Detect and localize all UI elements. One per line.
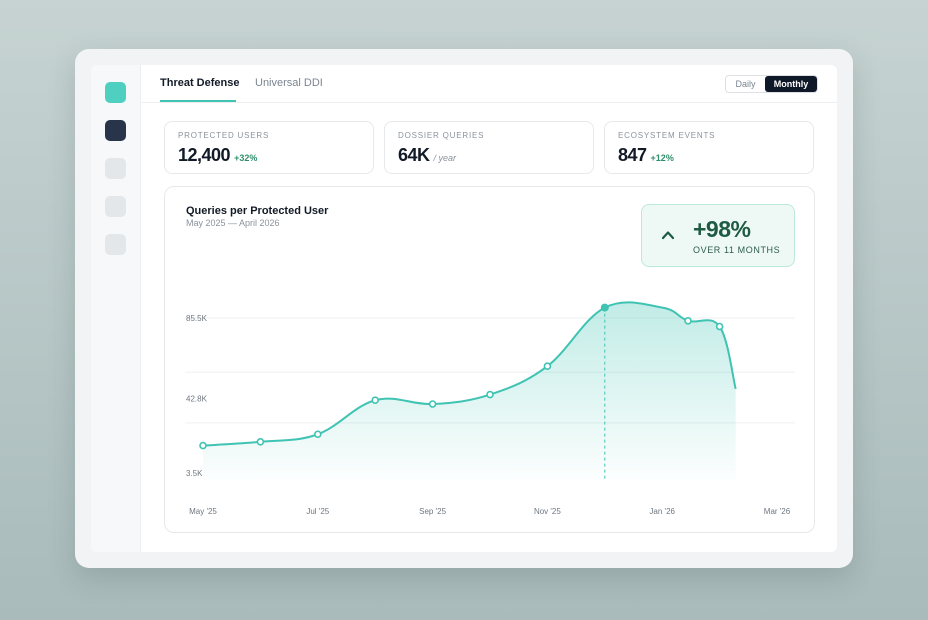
period-toggle: Daily Monthly [725,75,818,93]
stat-unit: / year [433,153,457,163]
stat-delta: +12% [650,153,674,163]
tab-threat-defense[interactable]: Threat Defense [160,77,240,89]
chart-subtitle: May 2025 — April 2026 [186,218,280,228]
x-tick-label: Jul '25 [306,507,329,516]
data-point[interactable] [684,317,692,325]
growth-badge: +98% OVER 11 MONTHS [641,204,795,267]
queries-chart: 85.5K 42.8K 3.5K May '25 Jul '25 Sep '25 Nov … [185,301,795,516]
stat-label: PROTECTED USERS [178,131,270,140]
stat-value: 12,400 +32% [178,145,257,166]
sidebar-item-2[interactable] [105,120,126,141]
stat-delta: +32% [234,153,258,163]
series-area [203,302,736,479]
data-point[interactable] [543,362,552,371]
data-point[interactable] [314,430,322,439]
monthly-button[interactable]: Monthly [765,76,817,92]
stat-label: ECOSYSTEM EVENTS [618,131,716,140]
data-point[interactable] [256,438,265,446]
x-tick-label: May '25 [189,507,217,516]
stat-card-protected-users: PROTECTED USERS 12,400 +32% [164,121,374,174]
sidebar-item-4[interactable] [105,196,126,217]
growth-caption: OVER 11 MONTHS [693,245,781,255]
chevron-up-icon [661,231,675,240]
active-tab-indicator [160,100,236,102]
sidebar-item-5[interactable] [105,234,126,255]
stat-number: 12,400 [178,145,231,165]
data-point[interactable] [371,396,379,405]
stat-card-dossier-queries: DOSSIER QUERIES 64K / year [384,121,594,174]
sidebar-item-1[interactable] [105,82,126,103]
data-point[interactable] [600,303,609,312]
stat-label: DOSSIER QUERIES [398,131,485,140]
stat-value: 847 +12% [618,145,674,166]
y-tick-label: 85.5K [186,314,208,323]
sidebar [91,65,141,552]
x-tick-label: Jan '26 [649,507,675,516]
chart-card: 85.5K 42.8K 3.5K May '25 Jul '25 Sep '25 Nov … [164,186,815,533]
x-tick-label: Nov '25 [534,507,561,516]
stat-number: 64K [398,145,430,165]
x-tick-label: Sep '25 [419,507,446,516]
y-tick-label: 3.5K [186,469,203,478]
data-point[interactable] [486,390,494,399]
dashboard-panel: Threat Defense Universal DDI Daily Month… [91,65,837,552]
chart-title: Queries per Protected User [186,205,329,217]
top-bar: Threat Defense Universal DDI Daily Month… [142,65,837,103]
stat-value: 64K / year [398,145,456,166]
data-point[interactable] [428,400,437,408]
data-point[interactable] [715,322,724,331]
sidebar-item-3[interactable] [105,158,126,179]
app-window: Threat Defense Universal DDI Daily Month… [75,49,853,568]
y-tick-label: 42.8K [186,395,208,404]
x-tick-label: Mar '26 [764,507,791,516]
daily-button[interactable]: Daily [735,79,756,89]
stat-number: 847 [618,145,647,165]
growth-value: +98% [693,216,751,242]
tab-universal-ddi[interactable]: Universal DDI [255,77,323,89]
data-point[interactable] [199,441,207,450]
stat-card-ecosystem-events: ECOSYSTEM EVENTS 847 +12% [604,121,814,174]
